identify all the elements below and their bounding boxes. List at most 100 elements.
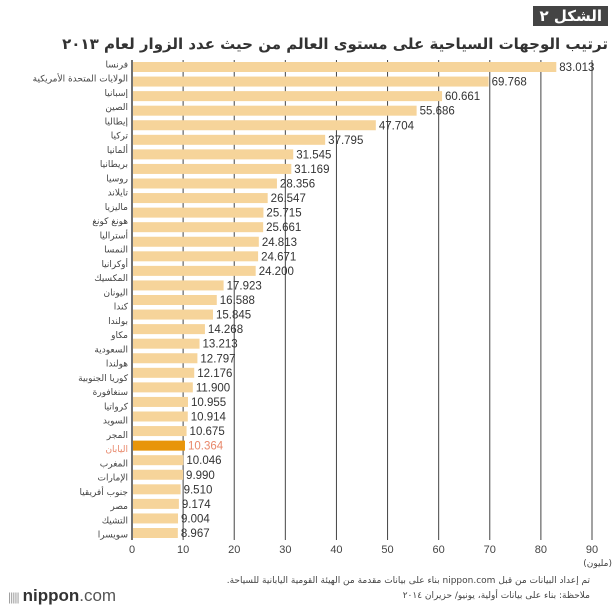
bar	[133, 396, 188, 407]
bar	[133, 498, 179, 509]
bar	[133, 295, 217, 305]
logo-bars-icon: |||||	[8, 590, 20, 604]
category-label: ألمانيا	[107, 144, 128, 156]
bar	[133, 382, 193, 393]
value-label: 9.990	[186, 470, 215, 482]
bar	[133, 236, 259, 247]
chart-title: الشكل ٢ ترتيب الوجهات السياحية على مستوى…	[8, 6, 608, 54]
value-label: 69.768	[492, 77, 527, 89]
category-label: إسبانيا	[105, 89, 128, 99]
category-label: سويسرا	[98, 531, 128, 541]
x-tick-label: 20	[228, 544, 240, 556]
value-label: 60.661	[445, 91, 480, 103]
bar	[133, 309, 213, 320]
value-label: 10.675	[190, 426, 225, 438]
category-label: المكسيك	[94, 274, 128, 284]
value-label: 13.213	[203, 339, 238, 351]
value-label: 24.671	[261, 251, 296, 263]
category-label: التشيك	[102, 516, 128, 526]
bar	[133, 469, 184, 480]
category-label: اليابان	[105, 445, 128, 455]
bar	[133, 163, 292, 174]
value-label: 16.588	[220, 295, 255, 307]
x-tick-label: 70	[484, 544, 496, 556]
value-label: 28.356	[280, 179, 315, 191]
bar	[133, 149, 294, 160]
bar	[133, 193, 268, 204]
x-tick-label: 90	[586, 544, 598, 556]
x-tick-label: 10	[177, 544, 189, 556]
category-label: كندا	[114, 303, 129, 313]
x-tick-label: 0	[129, 544, 135, 556]
bar	[133, 528, 178, 538]
bar	[133, 62, 557, 72]
figure-badge: الشكل ٢	[533, 6, 608, 26]
category-label: فرنسا	[105, 61, 128, 71]
category-label: بولندا	[108, 317, 128, 327]
value-label: 9.004	[181, 513, 210, 525]
value-label: 10.364	[188, 441, 224, 453]
category-label: الصين	[105, 103, 128, 113]
footer: تم إعداد البيانات من قبل nippon.com بناء…	[150, 574, 590, 604]
value-label: 55.686	[420, 106, 455, 118]
bar	[133, 280, 224, 291]
value-label: 24.813	[262, 237, 297, 249]
category-label: المغرب	[100, 459, 128, 469]
category-label: أستراليا	[100, 229, 128, 241]
bar	[133, 134, 326, 145]
category-label: كرواتيا	[104, 402, 129, 412]
bar	[133, 105, 417, 116]
category-label: كوريا الجنوبية	[78, 374, 129, 384]
bar	[133, 178, 277, 189]
category-label: المجر	[106, 431, 128, 441]
category-label: روسيا	[106, 174, 128, 184]
nippon-logo: ||||| nippon.com	[8, 586, 117, 605]
x-tick-label: 60	[433, 544, 445, 556]
category-label: تايلاند	[108, 189, 129, 199]
bar	[133, 91, 443, 102]
bar	[133, 251, 259, 262]
bar	[133, 338, 200, 349]
value-label: 12.176	[197, 368, 232, 380]
value-label: 10.046	[186, 455, 221, 467]
value-label: 8.967	[181, 528, 210, 540]
bar	[133, 440, 185, 451]
source-note: تم إعداد البيانات من قبل nippon.com بناء…	[226, 576, 590, 586]
value-label: 26.547	[271, 193, 306, 205]
value-label: 12.797	[200, 353, 235, 365]
bar	[133, 222, 264, 233]
bar	[133, 76, 489, 87]
bar	[133, 411, 188, 422]
bar	[133, 455, 184, 466]
category-label: هولندا	[106, 360, 128, 370]
category-label: إيطاليا	[105, 117, 128, 127]
x-tick-label: 30	[279, 544, 291, 556]
bar	[133, 367, 195, 378]
value-label: 25.715	[266, 208, 301, 220]
x-tick-label: 40	[330, 544, 342, 556]
value-label: 10.955	[191, 397, 226, 409]
bar	[133, 120, 376, 131]
bar	[133, 265, 256, 276]
category-label: السعودية	[94, 345, 128, 355]
category-label: هونغ كونغ	[92, 217, 128, 227]
category-label: أوكرانيا	[101, 258, 128, 270]
value-label: 31.545	[296, 149, 331, 161]
category-label: تركيا	[111, 132, 129, 142]
x-tick-label: 80	[535, 544, 547, 556]
category-label: ماليزيا	[105, 203, 128, 213]
category-label: اليونان	[104, 288, 128, 298]
title-text: ترتيب الوجهات السياحية على مستوى العالم …	[62, 35, 608, 53]
value-label: 9.174	[182, 499, 211, 511]
x-tick-label: 50	[381, 544, 393, 556]
category-label: الولايات المتحدة الأمريكية	[33, 73, 128, 85]
bar	[133, 353, 198, 364]
category-label: سنغافورة	[93, 388, 128, 398]
bar	[133, 426, 187, 437]
data-note: ملاحظة: بناء على بيانات أولية، يونيو/ حز…	[402, 591, 590, 601]
category-label: بريطانيا	[100, 160, 128, 170]
value-label: 24.200	[259, 266, 294, 278]
category-label: مكاو	[110, 331, 128, 341]
category-label: جنوب أفريقيا	[79, 486, 128, 498]
value-label: 47.704	[379, 120, 415, 132]
